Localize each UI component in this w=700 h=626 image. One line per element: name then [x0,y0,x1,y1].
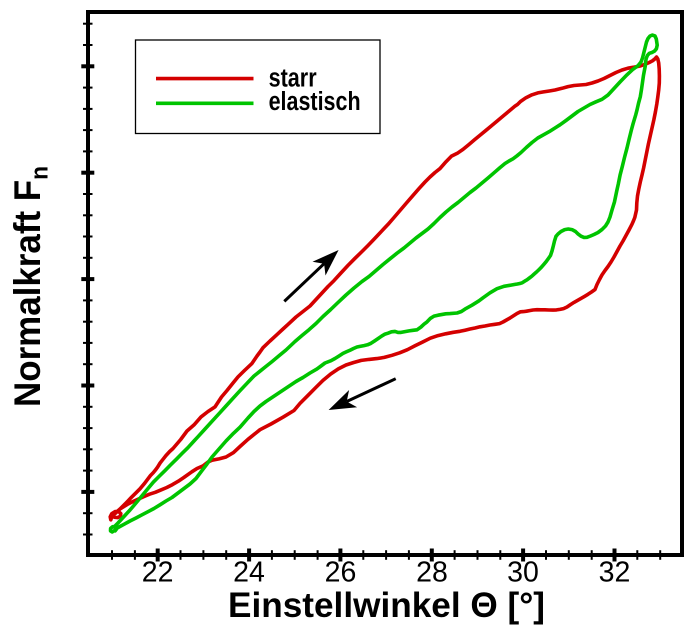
svg-text:Normalkraft Fn: Normalkraft Fn [7,166,54,407]
svg-text:Einstellwinkel Θ [°]: Einstellwinkel Θ [°] [228,586,545,625]
svg-text:22: 22 [142,556,174,588]
svg-text:starr: starr [269,65,317,93]
svg-text:28: 28 [416,556,448,588]
svg-text:26: 26 [325,556,357,588]
svg-text:32: 32 [599,556,631,588]
svg-text:30: 30 [507,556,539,588]
svg-text:24: 24 [233,556,265,588]
svg-text:elastisch: elastisch [269,88,361,116]
